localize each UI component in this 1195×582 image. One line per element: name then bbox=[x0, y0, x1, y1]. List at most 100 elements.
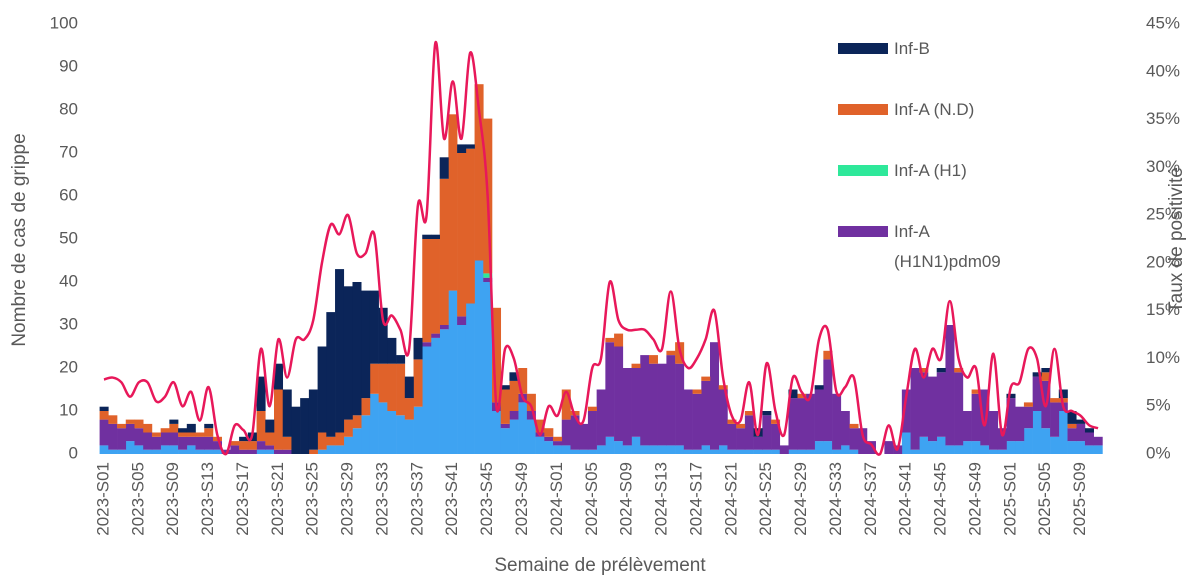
bar-segment bbox=[771, 449, 781, 454]
bar-segment bbox=[614, 346, 624, 442]
bar-segment bbox=[343, 286, 353, 420]
bar-segment bbox=[457, 153, 467, 317]
y2-tick-label: 10% bbox=[1146, 348, 1180, 367]
bar-segment bbox=[413, 406, 423, 454]
x-tick-label: 2023-S21 bbox=[268, 462, 287, 536]
x-tick-label: 2024-S45 bbox=[931, 462, 950, 536]
bar-segment bbox=[204, 436, 214, 450]
bar-segment bbox=[326, 445, 336, 454]
bar-segment bbox=[919, 436, 929, 454]
bar-segment bbox=[587, 449, 597, 454]
y2-tick-label: 5% bbox=[1146, 396, 1171, 415]
bar-segment bbox=[544, 436, 554, 442]
bar-segment bbox=[151, 436, 161, 450]
bar-segment bbox=[212, 441, 222, 450]
bar-segment bbox=[980, 389, 990, 446]
legend-item: Inf-A (H1) bbox=[838, 156, 1038, 186]
bar-segment bbox=[335, 445, 345, 454]
bar-segment bbox=[422, 346, 432, 454]
bar-segment bbox=[169, 423, 179, 433]
bar-segment bbox=[396, 355, 406, 364]
bar-segment bbox=[1041, 372, 1051, 381]
bar-segment bbox=[422, 239, 432, 343]
bar-segment bbox=[422, 234, 432, 239]
bar-segment bbox=[692, 389, 702, 394]
bar-segment bbox=[762, 449, 772, 454]
bar-segment bbox=[125, 423, 135, 442]
bar-segment bbox=[247, 449, 257, 454]
bar-segment bbox=[605, 436, 615, 454]
bar-segment bbox=[125, 419, 135, 424]
bar-segment bbox=[622, 368, 632, 446]
bar-segment bbox=[692, 449, 702, 454]
bar-segment bbox=[910, 368, 920, 450]
bar-segment bbox=[204, 449, 214, 454]
bar-segment bbox=[526, 411, 536, 420]
x-tick-label: 2023-S13 bbox=[198, 462, 217, 536]
bar-segment bbox=[178, 432, 188, 437]
bar-segment bbox=[997, 449, 1007, 454]
bar-segment bbox=[727, 423, 737, 450]
y-tick-label: 100 bbox=[50, 13, 78, 32]
bar-segment bbox=[1050, 402, 1060, 437]
bar-segment bbox=[1076, 423, 1086, 442]
bar-segment bbox=[352, 415, 362, 429]
bar-segment bbox=[265, 445, 275, 450]
bar-segment bbox=[326, 312, 336, 437]
bar-segment bbox=[439, 157, 449, 179]
bar-segment bbox=[457, 144, 467, 153]
y2-axis-title: Taux de positivité bbox=[1166, 167, 1187, 313]
bar-segment bbox=[430, 234, 440, 239]
bar-segment bbox=[186, 445, 196, 454]
y-tick-label: 10 bbox=[59, 400, 78, 419]
bar-segment bbox=[430, 239, 440, 334]
bar-segment bbox=[570, 415, 580, 450]
bar-segment bbox=[230, 441, 240, 446]
bar-segment bbox=[387, 363, 397, 411]
bar-segment bbox=[457, 316, 467, 325]
bar-segment bbox=[465, 148, 475, 304]
bar-segment bbox=[378, 307, 388, 364]
bar-segment bbox=[579, 449, 589, 454]
bar-segment bbox=[518, 368, 528, 394]
bar-segment bbox=[256, 411, 266, 442]
bar-segment bbox=[945, 445, 955, 454]
bar-segment bbox=[448, 114, 458, 291]
y2-tick-label: 0% bbox=[1146, 443, 1171, 462]
x-tick-label: 2023-S25 bbox=[303, 462, 322, 536]
bar-segment bbox=[256, 376, 266, 411]
bar-segment bbox=[849, 428, 859, 450]
bar-segment bbox=[936, 436, 946, 454]
bar-segment bbox=[1015, 441, 1025, 454]
bar-segment bbox=[422, 342, 432, 347]
legend: Inf-B Inf-A (N.D) Inf-A (H1) Inf-A (H1N1)pd… bbox=[838, 34, 1038, 308]
legend-label: Inf-A (H1N1)pdm09 bbox=[894, 222, 1001, 271]
y-tick-label: 80 bbox=[59, 99, 78, 118]
bar-segment bbox=[483, 277, 493, 282]
bar-segment bbox=[518, 402, 528, 454]
bar-segment bbox=[561, 389, 571, 420]
bar-segment bbox=[308, 449, 318, 454]
bar-segment bbox=[544, 441, 554, 454]
x-tick-label: 2023-S41 bbox=[442, 462, 461, 536]
bar-segment bbox=[239, 449, 249, 454]
y2-tick-label: 35% bbox=[1146, 109, 1180, 128]
bar-segment bbox=[369, 393, 379, 454]
bar-segment bbox=[840, 445, 850, 454]
x-tick-label: 2025-S09 bbox=[1070, 462, 1089, 536]
bar-segment bbox=[640, 445, 650, 454]
bar-segment bbox=[657, 445, 667, 454]
bar-segment bbox=[928, 441, 938, 454]
legend-label: Inf-A (H1) bbox=[894, 161, 967, 180]
bar-segment bbox=[99, 411, 109, 420]
bar-segment bbox=[561, 419, 571, 446]
legend-swatch bbox=[838, 226, 888, 237]
bar-segment bbox=[980, 445, 990, 454]
bar-segment bbox=[274, 449, 284, 454]
bar-segment bbox=[788, 449, 798, 454]
bar-segment bbox=[997, 428, 1007, 450]
bar-segment bbox=[500, 423, 510, 429]
bar-segment bbox=[448, 290, 458, 454]
bar-segment bbox=[666, 355, 676, 446]
